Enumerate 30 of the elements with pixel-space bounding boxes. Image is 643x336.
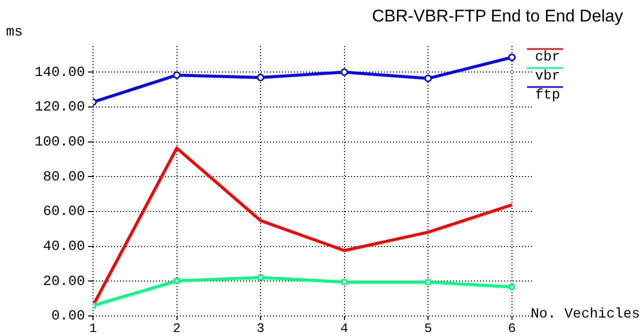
- y-tick-label: 20.00: [42, 274, 85, 290]
- chart-title: CBR-VBR-FTP End to End Delay: [372, 6, 624, 26]
- point: [509, 284, 515, 290]
- legend-label: cbr: [535, 50, 560, 66]
- x-tick-label: 4: [340, 321, 348, 336]
- point: [425, 279, 431, 285]
- x-tick-label: 1: [89, 321, 98, 336]
- x-tick-label: 2: [172, 321, 181, 336]
- point: [341, 279, 348, 285]
- y-tick-label: 60.00: [42, 204, 85, 220]
- point: [508, 54, 516, 62]
- y-tick-label: 120.00: [34, 100, 85, 116]
- y-tick-label: 100.00: [34, 134, 85, 151]
- x-tick-label: 5: [424, 321, 432, 336]
- legend-label: vbr: [535, 68, 560, 85]
- x-tick-label: 3: [256, 321, 264, 336]
- point: [173, 71, 181, 79]
- point: [340, 68, 348, 76]
- x-axis-title: No. Vechicles: [530, 306, 640, 323]
- point: [424, 74, 432, 82]
- x-tick-label: 6: [508, 321, 516, 336]
- y-tick-label: 0.00: [51, 308, 85, 325]
- y-tick-label: 140.00: [34, 64, 85, 81]
- legend-label: ftp: [535, 88, 560, 104]
- y-axis-title: ms: [6, 24, 23, 41]
- point: [174, 278, 180, 284]
- point: [256, 74, 264, 82]
- y-tick-label: 80.00: [42, 169, 85, 186]
- y-tick-label: 40.00: [42, 239, 85, 256]
- point: [258, 274, 264, 280]
